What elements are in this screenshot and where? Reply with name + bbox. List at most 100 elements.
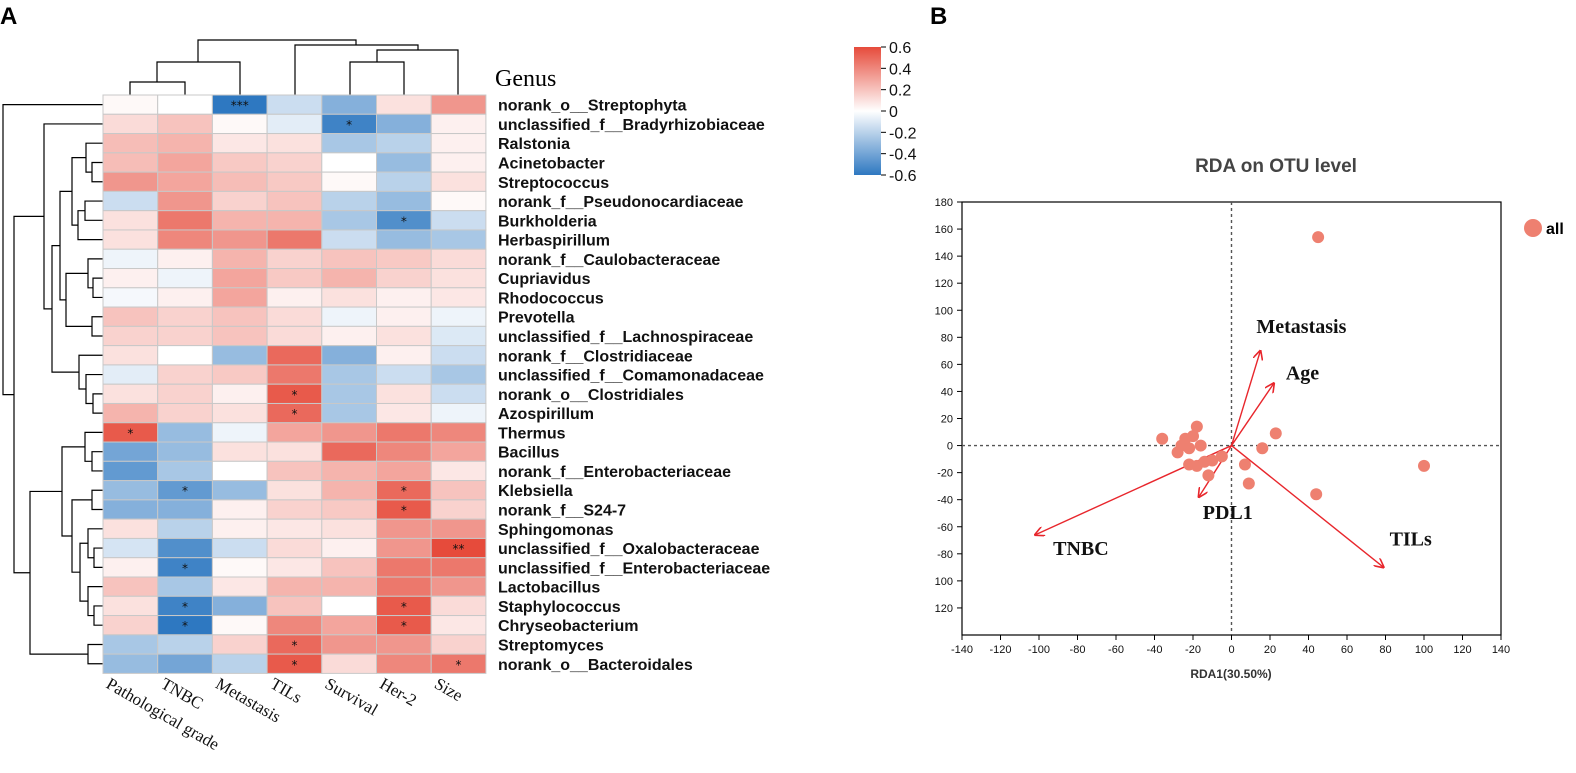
heatmap-row-label: unclassified_f__Bradyrhizobiaceae (498, 117, 765, 134)
vector-label: PDL1 (1203, 502, 1253, 524)
heatmap-cell (211, 268, 268, 289)
heatmap-cell (102, 518, 159, 539)
heatmap-row-label: Azospirillum (498, 406, 594, 423)
heatmap-cell (376, 557, 432, 578)
heatmap-cell (211, 306, 268, 327)
heatmap-cell (157, 499, 213, 520)
heatmap-cell (211, 171, 268, 192)
significance-marker: * (291, 658, 297, 672)
x-tick-label: 100 (1415, 644, 1433, 656)
heatmap-cell (321, 576, 377, 597)
data-point (1312, 231, 1325, 244)
heatmap-cell (430, 229, 487, 250)
heatmap-cell (376, 113, 432, 135)
heatmap-cell (266, 595, 323, 617)
heatmap-column-label: Survival (322, 674, 382, 719)
heatmap-cell (211, 653, 268, 674)
heatmap-cell (321, 152, 377, 173)
heatmap-cell (102, 557, 159, 578)
heatmap-cell (321, 480, 377, 501)
heatmap-cell (430, 113, 487, 135)
heatmap-title: Genus (495, 66, 556, 92)
heatmap-cell (266, 306, 323, 327)
heatmap-cell (102, 152, 159, 173)
heatmap-cell (157, 306, 213, 327)
data-point (1156, 432, 1169, 445)
heatmap-cell (376, 190, 432, 212)
heatmap-cell (102, 653, 159, 674)
heatmap-cell (376, 653, 432, 674)
heatmap-cell (266, 171, 323, 192)
x-tick-label: 20 (1264, 644, 1276, 656)
data-point (1194, 439, 1207, 452)
heatmap-cell (211, 537, 268, 559)
heatmap-cell (157, 190, 213, 212)
heatmap-cell (376, 325, 432, 347)
heatmap-row-label: unclassified_f__Oxalobacteraceae (498, 541, 760, 558)
heatmap-cell (376, 94, 432, 115)
heatmap-cell (321, 133, 377, 154)
y-tick-label: 40 (941, 386, 953, 398)
heatmap-cell (157, 345, 213, 366)
significance-marker: * (182, 600, 188, 614)
heatmap-cell (266, 480, 323, 501)
heatmap-cell (211, 190, 268, 212)
rda-x-axis: -140 -120 -100 -80 -60 -40 -20 0 20 40 60 80 100 120 1… (951, 635, 1510, 656)
heatmap-cell (266, 615, 323, 636)
heatmap-cell (211, 441, 268, 462)
y-tick-label: -40 (937, 495, 953, 507)
x-tick-label: 40 (1302, 644, 1314, 656)
heatmap-cell (430, 171, 487, 192)
heatmap-cell (430, 268, 487, 289)
y-tick-label: -60 (937, 522, 953, 534)
y-tick-label: -20 (937, 468, 953, 480)
heatmap-cell (157, 402, 213, 424)
heatmap-cell (376, 460, 432, 482)
heatmap-cell (211, 152, 268, 173)
data-point (1269, 427, 1282, 440)
heatmap-cell (211, 557, 268, 578)
legend-marker (1524, 219, 1542, 237)
heatmap-cell (211, 480, 268, 501)
rda-title: RDA on OTU level (1195, 156, 1357, 177)
significance-marker: * (401, 504, 407, 518)
data-point (1183, 442, 1196, 455)
x-tick-label: 80 (1379, 644, 1391, 656)
heatmap-panel: ********* ****** ** *** * norank_o__Streptop… (2, 39, 917, 754)
y-tick-label: 0 (947, 441, 953, 453)
heatmap-cell (211, 422, 268, 443)
heatmap-row-label: Herbaspirillum (498, 233, 610, 250)
heatmap-row-label: Ralstonia (498, 136, 570, 153)
heatmap-cell (321, 460, 377, 482)
heatmap-cell (157, 113, 213, 135)
heatmap-cell (430, 287, 487, 308)
significance-marker: * (291, 407, 297, 421)
y-tick-label: 160 (935, 224, 953, 236)
heatmap-cell (102, 287, 159, 308)
heatmap-row-label: unclassified_f__Lachnospiraceae (498, 329, 753, 346)
y-tick-label: 100 (935, 576, 953, 588)
heatmap-cell (211, 287, 268, 308)
heatmap-cell (211, 113, 268, 135)
heatmap-cell (102, 595, 159, 617)
heatmap-cell (376, 537, 432, 559)
heatmap-cell (157, 248, 213, 270)
rda-y-axis: 180 160 140 120 100 80 60 40 20 0 -20 -40 -60 -80 100 1… (935, 197, 962, 615)
y-tick-label: 120 (935, 278, 953, 290)
colorbar-tick-label: 0 (889, 104, 898, 121)
heatmap-cell (376, 152, 432, 173)
heatmap-row-label: Klebsiella (498, 483, 573, 500)
heatmap-cell (430, 460, 487, 482)
heatmap-cell (157, 133, 213, 154)
colorbar-tick-label: -0.4 (889, 147, 917, 164)
heatmap-cell (266, 94, 323, 115)
heatmap-cell (211, 576, 268, 597)
colorbar-gradient (854, 47, 881, 175)
heatmap-row-label: Cupriavidus (498, 271, 591, 288)
heatmap-row-label: norank_f__Clostridiaceae (498, 348, 693, 365)
heatmap-cell (430, 306, 487, 327)
significance-marker: * (456, 658, 462, 672)
heatmap-cell (430, 480, 487, 501)
